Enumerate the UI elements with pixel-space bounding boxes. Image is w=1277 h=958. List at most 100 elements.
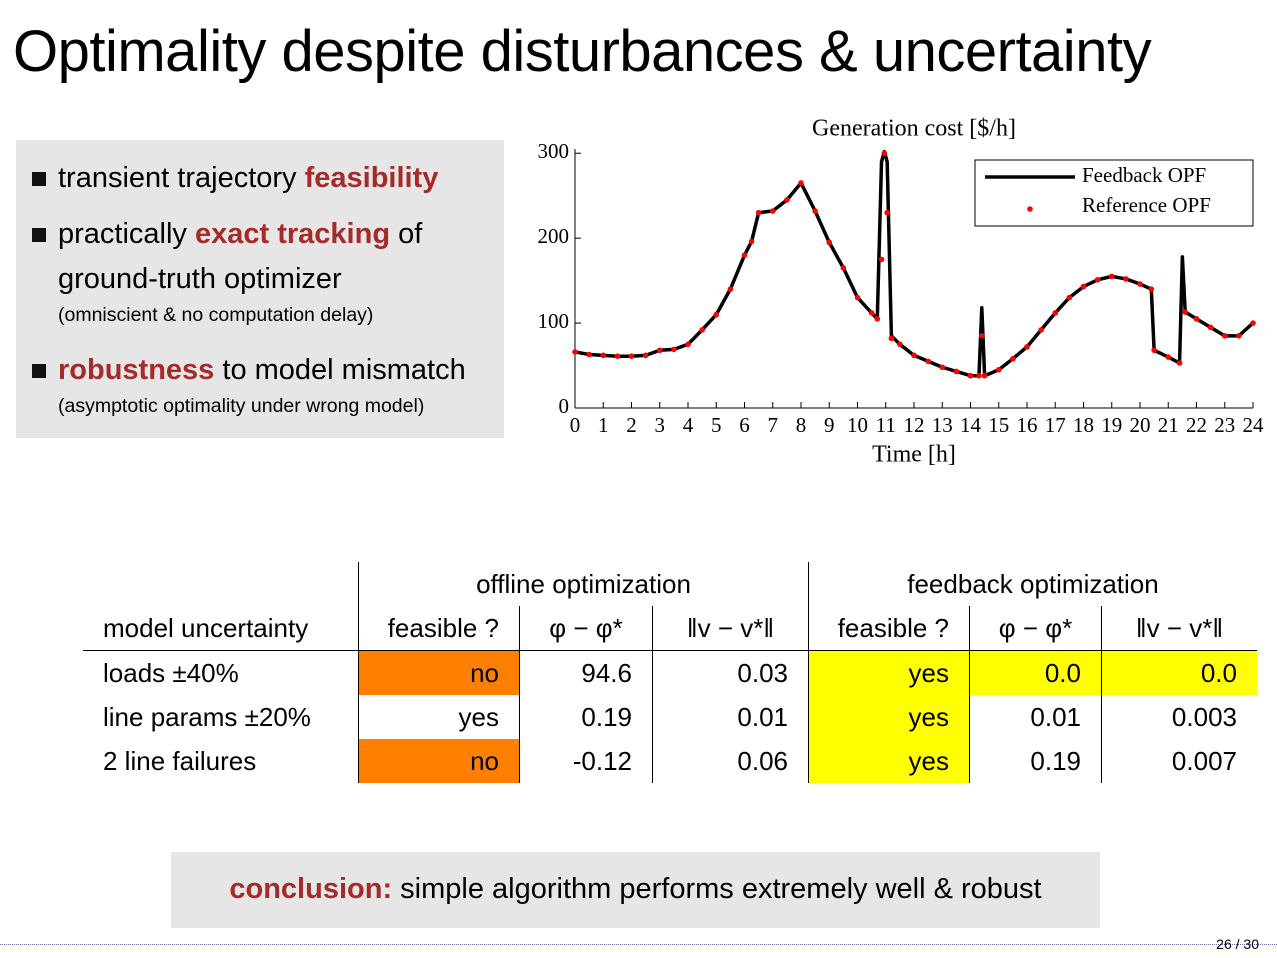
x-tick-label: 14 (960, 413, 982, 437)
x-tick-label: 17 (1045, 413, 1066, 437)
marker (1182, 309, 1188, 315)
cell: 94.6 (519, 650, 653, 695)
marker (976, 372, 982, 379)
marker (699, 327, 705, 333)
column-header: φ − φ* (969, 606, 1102, 651)
conclusion-label: conclusion: (229, 873, 393, 905)
marker (713, 311, 720, 318)
y-tick-label: 300 (538, 139, 570, 163)
x-tick-label: 21 (1158, 413, 1179, 437)
cell: 0.03 (652, 650, 809, 695)
cell: 0.19 (519, 695, 653, 739)
marker (741, 252, 748, 258)
x-tick-label: 12 (904, 413, 925, 437)
x-tick-label: 19 (1101, 413, 1122, 437)
legend-marker (1027, 206, 1033, 212)
marker (884, 209, 890, 216)
marker (1038, 327, 1044, 333)
cell: 0.19 (969, 739, 1102, 783)
column-header: model uncertainty (83, 606, 359, 651)
note: (asymptotic optimality under wrong model… (58, 395, 425, 417)
x-tick-label: 6 (739, 413, 750, 437)
x-tick-label: 24 (1243, 413, 1265, 437)
y-tick-label: 100 (538, 309, 570, 333)
marker (1052, 310, 1059, 316)
marker (1151, 347, 1157, 354)
marker (1108, 273, 1115, 280)
cell: yes (358, 695, 520, 739)
x-tick-label: 2 (626, 413, 637, 437)
cell: yes (808, 739, 970, 783)
x-tick-label: 5 (711, 413, 722, 437)
legend-label: Feedback OPF (1082, 163, 1206, 187)
bullet: transient trajectory feasibility (31, 156, 439, 201)
column-header: ‖v − v*‖ (1101, 606, 1257, 651)
marker (1148, 286, 1155, 292)
x-axis-label: Time [h] (872, 442, 956, 468)
marker (995, 366, 1002, 373)
marker (784, 197, 790, 203)
cell: no (358, 650, 520, 695)
page-number: 26 / 30 (1216, 936, 1259, 952)
group-header: feedback optimization (808, 562, 1257, 606)
marker (868, 310, 875, 316)
marker (586, 351, 592, 358)
cell: yes (808, 650, 970, 695)
marker (939, 364, 946, 371)
marker (874, 316, 881, 322)
x-tick-label: 0 (570, 413, 581, 437)
chart: Generation cost [$/h] Time [h] 010020030… (538, 116, 1265, 468)
x-tick-label: 16 (1017, 413, 1038, 437)
marker (1236, 333, 1242, 339)
marker (1137, 281, 1143, 287)
marker (600, 352, 607, 359)
emphasis: robustness (58, 354, 215, 386)
marker (878, 256, 885, 263)
text: practically (58, 218, 195, 250)
column-header: feasible ? (808, 606, 970, 651)
conclusion: conclusion: simple algorithm performs ex… (171, 852, 1100, 928)
x-tick-label: 20 (1130, 413, 1151, 437)
cell: line params ±20% (103, 701, 311, 732)
marker (642, 352, 649, 359)
marker (628, 353, 635, 360)
x-tick-label: 9 (824, 413, 835, 437)
x-tick-label: 13 (932, 413, 953, 437)
marker (1176, 360, 1183, 366)
bullet: practically exact tracking of ground-trut… (31, 212, 423, 328)
emphasis: feasibility (304, 162, 439, 194)
marker (881, 150, 888, 157)
marker (656, 347, 663, 354)
marker (1066, 294, 1073, 301)
text: transient trajectory (58, 162, 305, 194)
marker (1207, 324, 1214, 331)
marker (911, 352, 917, 359)
legend-box (974, 159, 1254, 227)
cell: loads ±40% (103, 657, 239, 688)
marker (925, 358, 931, 365)
marker (798, 180, 804, 186)
footer-line (0, 944, 1277, 945)
marker (888, 335, 895, 342)
emphasis: exact tracking (195, 218, 391, 250)
cell: 0.007 (1101, 739, 1257, 783)
cell: yes (808, 695, 970, 739)
x-tick-label: 3 (655, 413, 666, 437)
results-table: offline optimization feedback optimizatio… (83, 562, 1257, 783)
marker (981, 372, 988, 379)
bullet-box: transient trajectory feasibility practic… (16, 140, 504, 438)
marker (685, 341, 691, 348)
x-tick-label: 1 (598, 413, 609, 437)
x-tick-label: 4 (683, 413, 694, 437)
text: of (390, 218, 423, 250)
cell: 0.01 (652, 695, 809, 739)
group-header: offline optimization (358, 562, 809, 606)
bullet: robustness to model mismatch (asymptotic … (32, 348, 466, 419)
marker (979, 333, 985, 339)
marker (1024, 344, 1030, 350)
marker (1010, 355, 1016, 362)
conclusion-text: simple algorithm performs extremely well… (400, 873, 1042, 905)
column-header: feasible ? (358, 606, 520, 651)
y-tick-label: 200 (538, 224, 570, 248)
